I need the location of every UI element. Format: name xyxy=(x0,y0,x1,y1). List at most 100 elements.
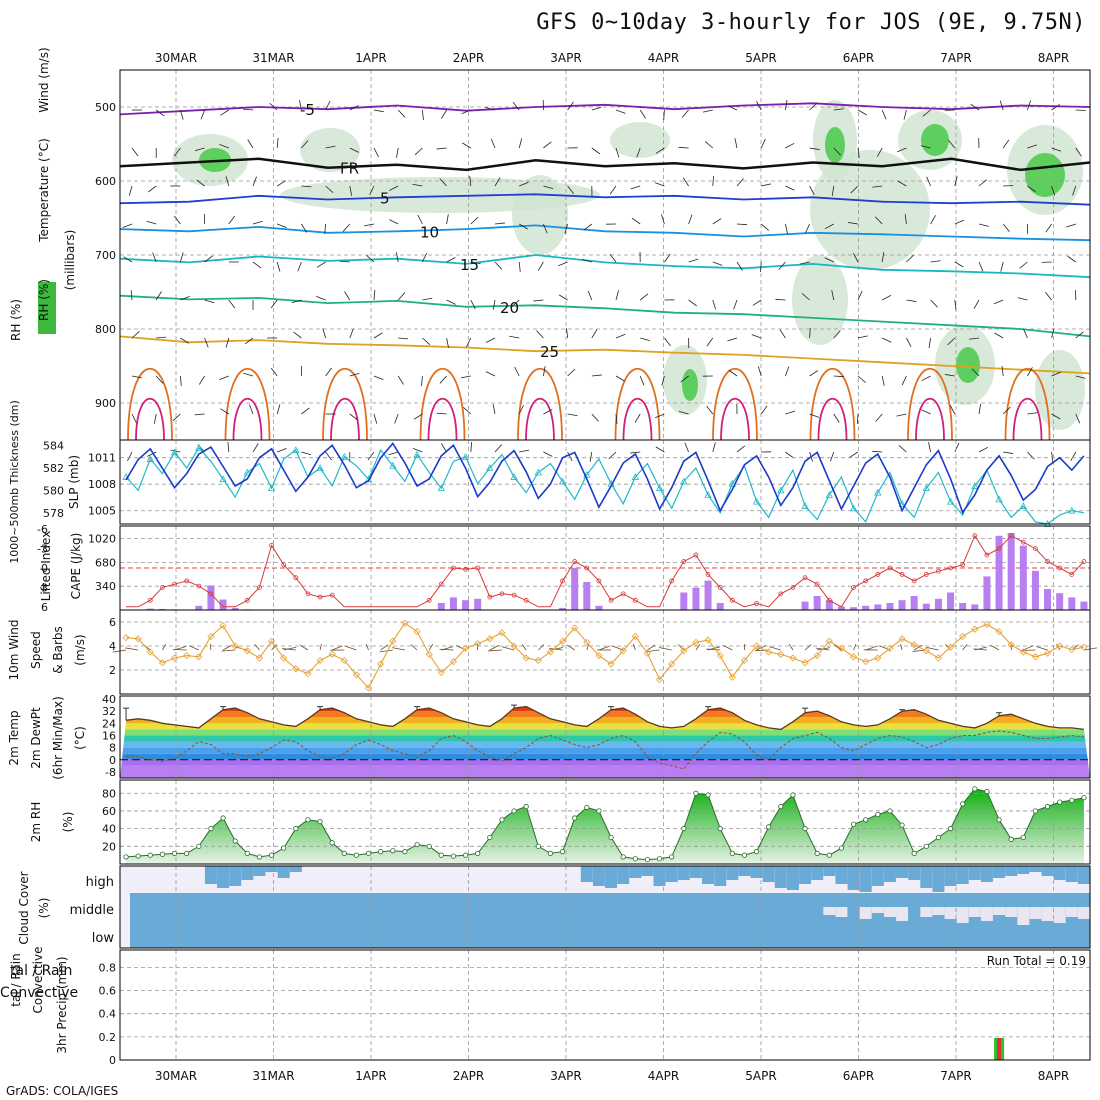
wind-barb xyxy=(591,106,602,111)
wind-barb xyxy=(342,223,351,232)
wind-barb xyxy=(830,451,835,462)
wind-barb xyxy=(970,103,980,111)
rh-point xyxy=(208,826,214,832)
wind-barb xyxy=(543,409,553,415)
rh-point xyxy=(317,818,323,825)
wind-barb xyxy=(131,147,139,157)
temp-contour-35 xyxy=(817,397,848,441)
temp-contour-30 xyxy=(809,367,856,441)
wind-barb xyxy=(809,185,815,196)
cape-bar xyxy=(474,598,482,610)
rh-point xyxy=(402,849,408,855)
cloud-high-bar xyxy=(932,866,945,892)
wind-barb xyxy=(325,145,336,149)
temp-band xyxy=(120,729,1090,736)
wind-barb xyxy=(155,109,165,117)
lifted-index-point xyxy=(729,597,735,603)
lifted-index-point xyxy=(560,578,565,584)
wind-barb xyxy=(678,411,689,415)
rh-point xyxy=(972,786,978,792)
wind-barb xyxy=(1002,139,1010,149)
cape-bar xyxy=(680,592,688,610)
wind-speed-point xyxy=(583,638,591,646)
temp-fill-group xyxy=(120,706,1090,778)
lifted-index-point xyxy=(960,562,966,568)
wind-barb xyxy=(518,404,524,415)
wind-speed-point xyxy=(946,643,955,651)
lifted-index-point xyxy=(911,578,917,584)
wind-barb-10m xyxy=(973,648,987,651)
rh-point xyxy=(766,824,772,830)
rh-area xyxy=(126,788,1084,864)
wind-barb xyxy=(706,405,714,415)
temp-band xyxy=(120,753,1090,760)
thickness-point xyxy=(1019,502,1027,509)
wind-barb xyxy=(373,147,379,158)
wind-barb xyxy=(639,293,649,301)
rh-point xyxy=(523,803,529,810)
precip-axis-label: 3hr Precip (mm) xyxy=(55,956,69,1053)
cape-bar xyxy=(813,596,821,610)
temp-band xyxy=(120,747,1090,754)
cloud-high-bar xyxy=(847,866,860,890)
rh-point xyxy=(462,852,469,858)
lifted-index-point xyxy=(426,597,432,603)
wind-barb xyxy=(339,260,350,263)
slp-line xyxy=(125,442,1085,515)
cloud-high-bar xyxy=(241,866,254,880)
precip-legend-convective-h: Convective xyxy=(0,985,78,1001)
rh-point xyxy=(281,845,287,851)
lifted-index-point xyxy=(1033,546,1038,552)
wind-speed-point xyxy=(389,637,397,645)
top-date-label: 7APR xyxy=(940,51,971,65)
wind-barb xyxy=(243,372,254,377)
cloud-high-bar xyxy=(289,866,302,872)
thickness-tick-label: 582 xyxy=(43,462,64,475)
rh-point xyxy=(268,852,275,858)
rh-point xyxy=(450,853,457,859)
temp-contour-15 xyxy=(119,254,1091,279)
wind-barb xyxy=(1067,255,1077,263)
temp-contour-20 xyxy=(119,294,1091,338)
wind-barb xyxy=(509,335,520,339)
temp-tick-label: 24 xyxy=(102,717,116,730)
temp-band xyxy=(120,735,1090,742)
rh-high-shading xyxy=(682,369,698,401)
wind-barb xyxy=(462,142,472,149)
bottom-date-label: 4APR xyxy=(648,1069,679,1083)
wind-speed-point xyxy=(862,658,870,666)
wind-barb-10m xyxy=(271,644,278,651)
precip-legend-total-h: tal / Rain xyxy=(10,963,72,979)
wind-barb xyxy=(519,449,530,453)
lifted-index-point xyxy=(281,562,287,568)
temp-contour--5 xyxy=(119,102,1091,116)
wind-speed-point xyxy=(849,653,858,661)
wind-barb xyxy=(537,261,544,271)
thickness-point xyxy=(219,475,227,483)
wind-speed-point xyxy=(534,656,542,664)
wind-barb xyxy=(1045,223,1052,233)
thickness-point xyxy=(1068,506,1076,514)
cloud-middle-gap xyxy=(944,907,957,919)
wind-barb xyxy=(809,147,820,150)
rh-point xyxy=(438,852,444,858)
lifted-index-point xyxy=(463,566,468,572)
wind-barb xyxy=(316,261,326,268)
lifted-index-point xyxy=(948,565,953,571)
rh-tick-label: 20 xyxy=(102,840,116,853)
cape-bar xyxy=(1056,593,1064,610)
cloud-high-bar xyxy=(629,866,642,878)
cloud-middle-gap xyxy=(932,907,945,915)
cloud-middle-gap xyxy=(1041,907,1054,921)
wind-barb-10m xyxy=(488,649,502,652)
wind-speed-point xyxy=(377,660,385,668)
lifted-index-point xyxy=(523,597,529,603)
cloud-high-bar xyxy=(908,866,921,880)
wind-barb xyxy=(131,331,140,339)
wind-speed-point xyxy=(183,652,191,660)
wind-barb-10m xyxy=(521,644,527,651)
cloud-axis-label-1: Cloud Cover xyxy=(17,871,31,944)
rh-point xyxy=(1008,836,1014,842)
wind-barb xyxy=(301,140,309,149)
wind-barb xyxy=(485,371,496,377)
